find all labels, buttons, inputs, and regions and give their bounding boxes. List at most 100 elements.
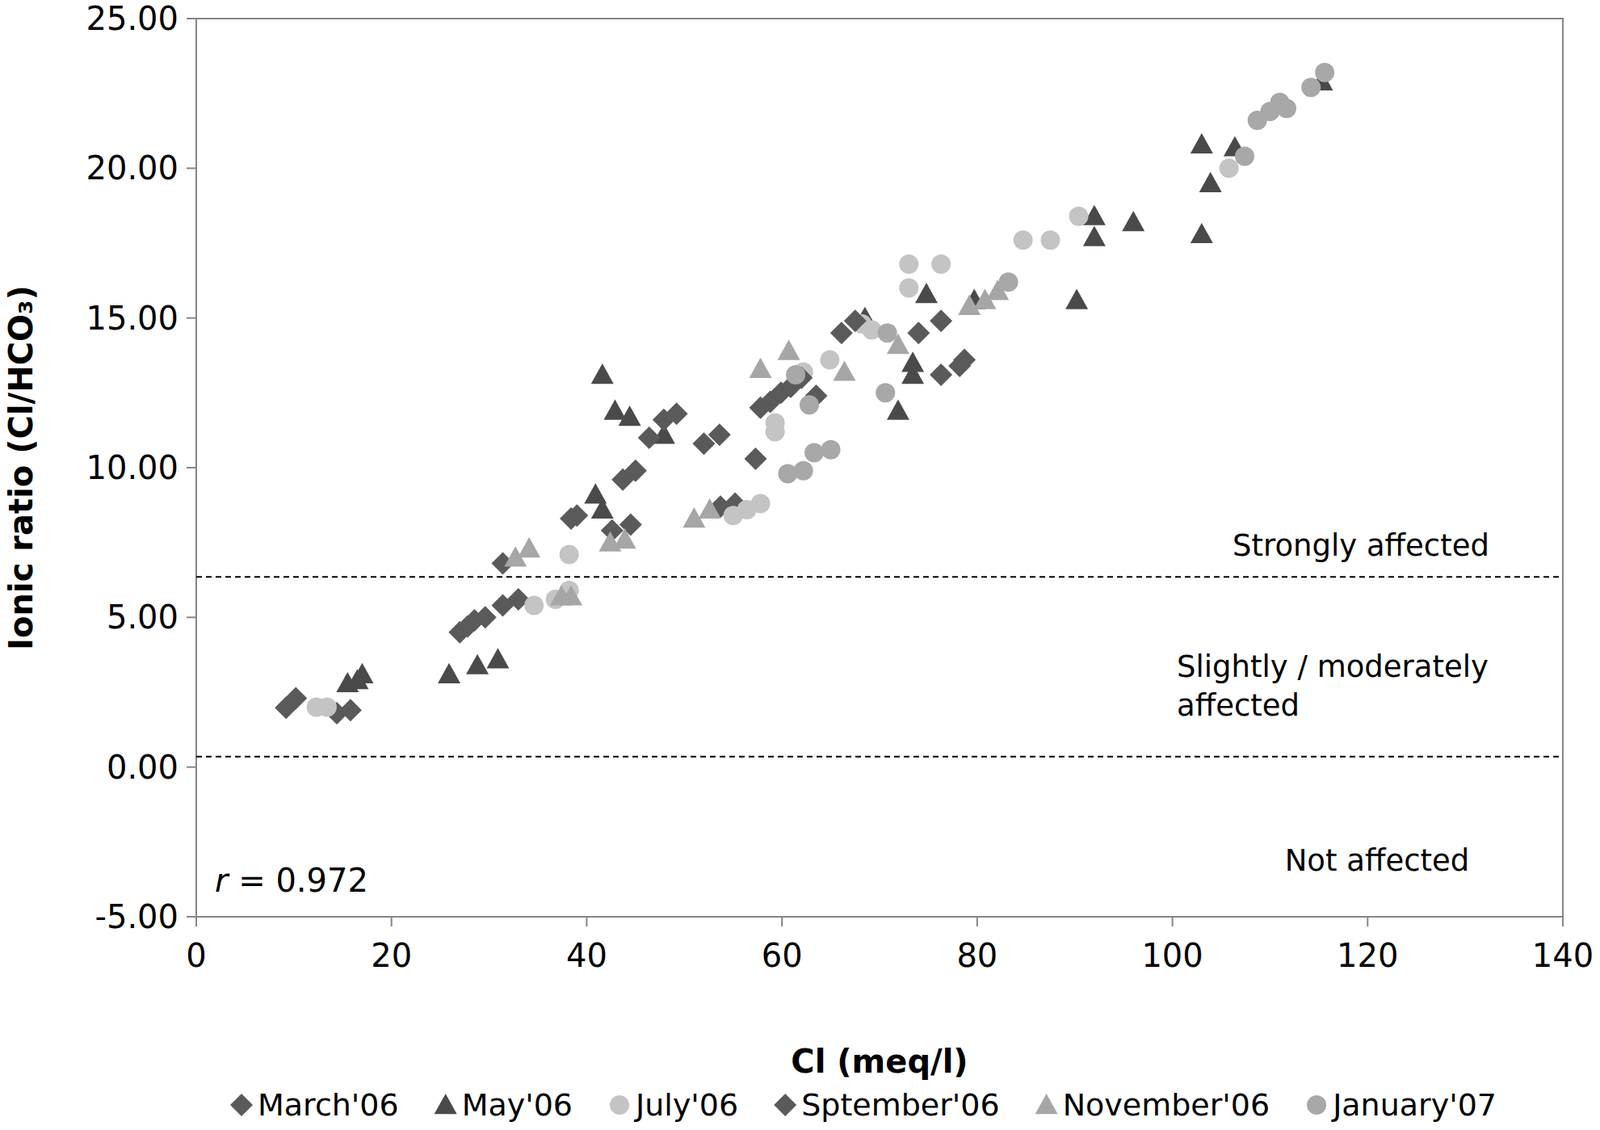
point xyxy=(1069,206,1089,227)
point xyxy=(517,537,541,558)
y-tick-label: 5.00 xyxy=(106,598,179,636)
point xyxy=(284,686,307,710)
point xyxy=(698,498,722,519)
point xyxy=(901,351,924,372)
y-tick xyxy=(186,616,197,618)
point xyxy=(875,382,895,403)
x-tick xyxy=(976,916,979,927)
legend-item: March'06 xyxy=(230,1087,399,1123)
point xyxy=(603,399,626,420)
point xyxy=(832,360,856,381)
legend-label: May'06 xyxy=(461,1087,573,1123)
x-axis-title: Cl (meq/l) xyxy=(790,1042,968,1080)
y-tick xyxy=(186,766,197,769)
legend-marker xyxy=(1035,1093,1059,1114)
y-tick xyxy=(186,167,197,169)
legend-marker xyxy=(1306,1095,1327,1115)
point xyxy=(749,357,773,378)
point xyxy=(844,309,867,332)
points xyxy=(274,62,1335,725)
point xyxy=(898,254,919,274)
legend: March'06 May'06 July'06 Sptember'06 November… xyxy=(230,1087,1497,1123)
point xyxy=(804,442,824,462)
x-tick xyxy=(390,916,393,927)
x-tick xyxy=(1171,916,1174,927)
point xyxy=(765,412,786,433)
point xyxy=(907,321,930,345)
legend-item: January'07 xyxy=(1306,1087,1497,1123)
point xyxy=(1199,172,1223,193)
point xyxy=(999,272,1019,292)
y-tick-label: 25.00 xyxy=(85,0,179,38)
point xyxy=(1121,210,1145,231)
zone-label: Slightly / moderately xyxy=(1176,649,1489,685)
point xyxy=(665,402,689,425)
point xyxy=(624,459,647,483)
x-tick xyxy=(1366,916,1369,927)
x-tick-label: 20 xyxy=(370,936,412,975)
reference-line xyxy=(196,575,1563,578)
x-tick xyxy=(195,916,198,927)
reference-line xyxy=(196,755,1563,758)
correlation-text: r = 0.972 xyxy=(214,861,369,899)
legend-label: March'06 xyxy=(257,1087,399,1123)
point xyxy=(915,282,938,303)
legend-marker xyxy=(434,1093,458,1114)
point xyxy=(1301,77,1321,97)
x-tick-label: 40 xyxy=(566,936,608,975)
point xyxy=(591,363,614,384)
legend-label: November'06 xyxy=(1062,1087,1270,1123)
x-tick-label: 120 xyxy=(1336,936,1399,975)
point xyxy=(437,663,461,684)
legend-item: Sptember'06 xyxy=(773,1087,1000,1123)
point xyxy=(877,323,898,343)
y-tick-label: 10.00 xyxy=(85,449,179,487)
point xyxy=(929,363,953,387)
point xyxy=(339,698,362,722)
y-tick-label: -5.00 xyxy=(95,898,180,936)
x-tick xyxy=(1562,916,1564,927)
x-tick-label: 80 xyxy=(956,936,998,975)
point xyxy=(1219,158,1239,178)
y-tick-label: 15.00 xyxy=(85,299,179,337)
legend-item: July'06 xyxy=(609,1087,739,1123)
point xyxy=(1083,226,1106,247)
zone-label: Not affected xyxy=(1285,843,1470,878)
point xyxy=(1013,230,1034,250)
point xyxy=(1190,133,1214,154)
zone-label: Strongly affected xyxy=(1232,528,1490,563)
point xyxy=(1276,98,1297,118)
point xyxy=(1190,222,1214,244)
legend-marker xyxy=(773,1093,797,1117)
point xyxy=(559,584,583,605)
point xyxy=(559,544,580,564)
y-tick-label: 20.00 xyxy=(85,149,179,187)
point xyxy=(898,278,919,299)
point xyxy=(819,350,840,370)
point xyxy=(744,447,768,471)
point xyxy=(793,461,814,481)
point xyxy=(486,647,509,668)
y-axis-title: Ionic ratio (Cl/HCO₃) xyxy=(2,285,40,651)
y-tick-label: 0.00 xyxy=(106,748,179,786)
legend-label: July'06 xyxy=(634,1087,739,1123)
point xyxy=(886,399,910,420)
point xyxy=(466,654,489,675)
point xyxy=(350,663,374,684)
point xyxy=(618,405,642,426)
plot-frame xyxy=(196,18,1563,917)
point xyxy=(708,423,731,446)
chart: -5.000.005.0010.0015.0020.0025.000204060… xyxy=(0,0,1600,1130)
point xyxy=(751,493,771,513)
point xyxy=(1314,62,1335,83)
point xyxy=(613,528,637,549)
point xyxy=(931,254,951,274)
legend-label: Sptember'06 xyxy=(801,1087,1000,1123)
correlation-part: = 0.972 xyxy=(227,861,368,899)
x-tick-label: 0 xyxy=(185,936,206,975)
legend-marker xyxy=(230,1093,253,1117)
y-tick xyxy=(186,17,197,20)
point xyxy=(777,339,801,360)
x-tick-label: 100 xyxy=(1141,936,1203,975)
legend-item: May'06 xyxy=(434,1087,573,1123)
